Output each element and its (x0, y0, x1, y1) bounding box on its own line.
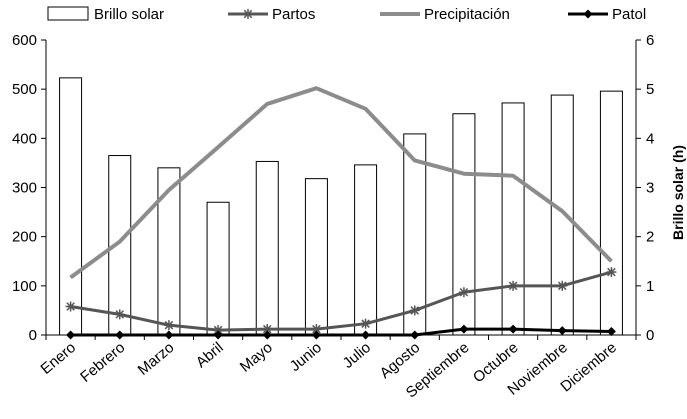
x-tick-label: Agosto (377, 339, 424, 382)
y-right-tick-label: 5 (646, 81, 654, 98)
bar-junio (304, 178, 328, 336)
legend-label: Precipitación (424, 6, 510, 23)
bar-series-brillo-solar (59, 77, 623, 336)
bar-septiembre (452, 113, 476, 336)
bar-marzo (157, 167, 181, 336)
y-left-tick-label: 300 (12, 180, 37, 197)
legend-swatch (47, 6, 89, 21)
y-right-tick-label: 0 (646, 327, 654, 344)
point-partos (114, 309, 125, 320)
x-tick-label: Enero (38, 339, 80, 378)
y-right-tick-label: 6 (646, 32, 654, 49)
point-patol (557, 326, 567, 336)
bar-enero (59, 77, 83, 336)
line-series (65, 86, 617, 340)
legend-label: Partos (272, 6, 315, 23)
y-left-tick-label: 0 (29, 327, 37, 344)
legend-item-brillo-solar: Brillo solar (47, 6, 164, 23)
point-patol (508, 324, 518, 334)
x-tick-label: Abril (193, 339, 227, 371)
line-partos (70, 270, 612, 332)
y-right-tick-label: 4 (646, 130, 654, 147)
legend-item-precipitaci-n: Precipitación (380, 6, 510, 23)
legend-item-patol: Patol (568, 6, 646, 23)
bar-abril (206, 201, 230, 336)
point-partos (409, 305, 420, 316)
x-tick-label: Mayo (237, 339, 276, 376)
y-left-tick-label: 200 (12, 229, 37, 246)
point-partos (508, 280, 519, 291)
y-right-tick-label: 2 (646, 229, 654, 246)
x-tick-label: Julio (340, 339, 375, 372)
y-right-axis-title: Brillo solar (h) (670, 145, 686, 240)
point-partos (360, 318, 371, 329)
bar-diciembre (599, 90, 623, 336)
legend: Brillo solar Partos Precipitación Patol (47, 6, 646, 23)
bar-mayo (255, 160, 279, 336)
point-patol (606, 327, 616, 337)
point-partos (557, 280, 568, 291)
point-partos (65, 301, 76, 312)
y-left-tick-label: 500 (12, 81, 37, 98)
legend-label: Patol (612, 6, 646, 23)
bar-octubre (501, 102, 525, 336)
line-patol (70, 327, 612, 337)
x-tick-label: Junio (287, 339, 325, 375)
bar-julio (354, 164, 378, 336)
line-precipitaci-n (69, 86, 613, 280)
point-patol (459, 324, 469, 334)
axes (41, 39, 641, 340)
y-right-tick-label: 3 (646, 180, 654, 197)
point-partos (163, 320, 174, 331)
bar-noviembre (550, 94, 574, 336)
legend-marker (243, 9, 253, 19)
legend-item-partos: Partos (228, 6, 315, 23)
y-right-tick-label: 1 (646, 278, 654, 295)
legend-label: Brillo solar (94, 6, 164, 23)
x-tick-label: Marzo (135, 339, 178, 379)
point-partos (458, 287, 469, 298)
x-tick-label: Febrero (77, 339, 128, 386)
point-partos (606, 267, 617, 278)
y-left-tick-label: 100 (12, 278, 37, 295)
y-left-tick-label: 400 (12, 130, 37, 147)
y-left-tick-label: 600 (12, 32, 37, 49)
legend-marker (583, 9, 593, 19)
